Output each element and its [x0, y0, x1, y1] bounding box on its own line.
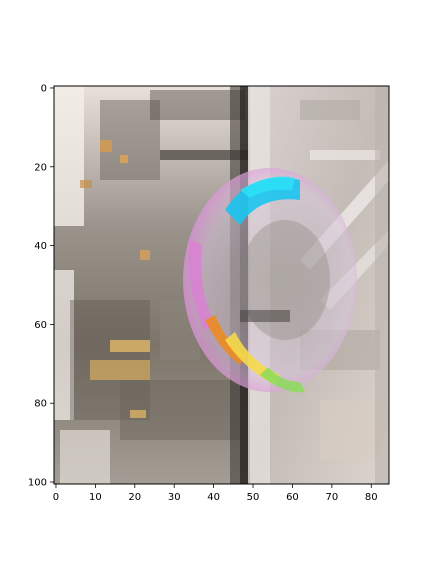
x-axis: 0 10 20 30 40 50 60 70 80 [53, 484, 378, 503]
x-tick-label: 70 [325, 492, 338, 503]
plot-image [54, 86, 389, 484]
y-tick-label: 100 [28, 478, 47, 489]
y-tick-label: 20 [34, 162, 47, 173]
x-tick-label: 10 [89, 492, 102, 503]
x-tick-label: 40 [207, 492, 220, 503]
x-tick-label: 50 [247, 492, 260, 503]
y-tick-label: 0 [41, 83, 47, 94]
axes-frame [53, 85, 390, 485]
x-tick-label: 80 [365, 492, 378, 503]
y-tick-label: 80 [34, 399, 47, 410]
soap-bubble [183, 168, 357, 393]
y-tick-label: 40 [34, 241, 47, 252]
x-tick-label: 60 [286, 492, 299, 503]
x-tick-label: 30 [168, 492, 181, 503]
x-tick-label: 0 [53, 492, 59, 503]
x-tick-label: 20 [128, 492, 141, 503]
y-tick-label: 60 [34, 320, 47, 331]
y-axis: 0 20 40 60 80 100 [28, 83, 54, 489]
